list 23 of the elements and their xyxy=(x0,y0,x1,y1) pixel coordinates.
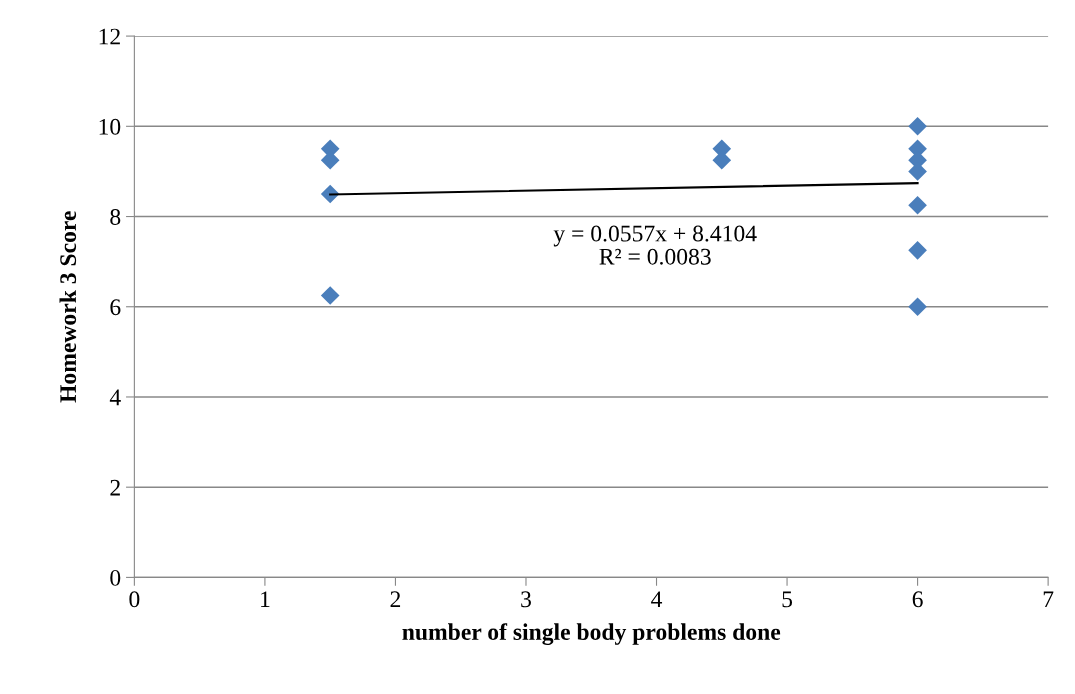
x-tick-label: 1 xyxy=(261,591,270,607)
point xyxy=(320,286,340,305)
y-tick-label: 2 xyxy=(110,479,120,496)
y-tick-label: 6 xyxy=(110,299,121,316)
x-tick-label: 5 xyxy=(782,591,793,608)
x-tick-label: 2 xyxy=(390,591,401,607)
y-tick-label: 8 xyxy=(110,209,121,225)
point xyxy=(908,297,927,317)
point xyxy=(908,241,927,260)
x-tick-label: 3 xyxy=(521,591,531,608)
x-tick-label: 7 xyxy=(1043,591,1054,607)
x-tick-label: 4 xyxy=(651,591,663,607)
y-tick-label: 12 xyxy=(99,28,120,45)
y-tick-label: 4 xyxy=(109,389,121,406)
x-tick-label: 0 xyxy=(129,591,140,608)
point xyxy=(908,116,927,136)
x-axis-title: number of single body problems done xyxy=(402,623,781,645)
y-axis-title: Homework 3 Score xyxy=(59,211,77,403)
point xyxy=(908,195,927,215)
annotation: y = 0.0557x + 8.4104 R² = 0.0083 xyxy=(553,225,757,265)
y-tick-label: 10 xyxy=(99,118,121,135)
x-tick-label: 6 xyxy=(912,591,923,608)
y-tick-label: 0 xyxy=(110,569,121,586)
